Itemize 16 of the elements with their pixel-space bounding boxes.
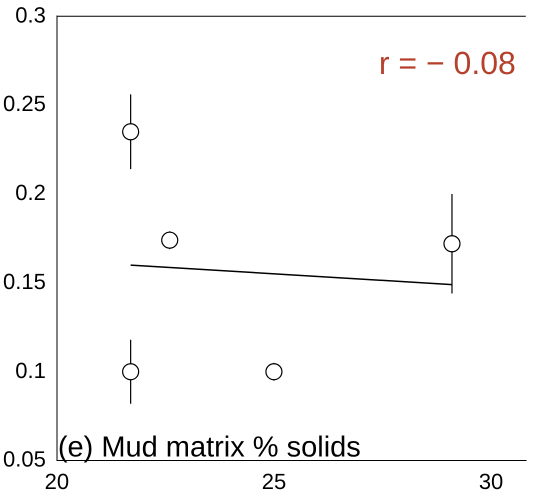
annotation: r = − 0.08 xyxy=(378,45,516,82)
x-tick-label: 20 xyxy=(44,468,70,494)
point xyxy=(265,363,283,380)
point xyxy=(122,363,140,380)
y-tick-label: 0.15 xyxy=(2,268,46,294)
point xyxy=(443,235,461,252)
annotation: (e) Mud matrix % solids xyxy=(58,432,361,464)
y-tick-label: 0.2 xyxy=(15,180,46,206)
x-tick-label: 25 xyxy=(262,468,286,494)
y-tick-label: 0.05 xyxy=(2,446,46,472)
point xyxy=(122,123,140,140)
point xyxy=(161,232,178,249)
x-tick-label: 30 xyxy=(478,468,504,494)
y-tick-label: 0.1 xyxy=(15,358,46,383)
y-tick-label: 0.3 xyxy=(15,2,46,28)
y-tick-label: 0.25 xyxy=(2,91,46,116)
